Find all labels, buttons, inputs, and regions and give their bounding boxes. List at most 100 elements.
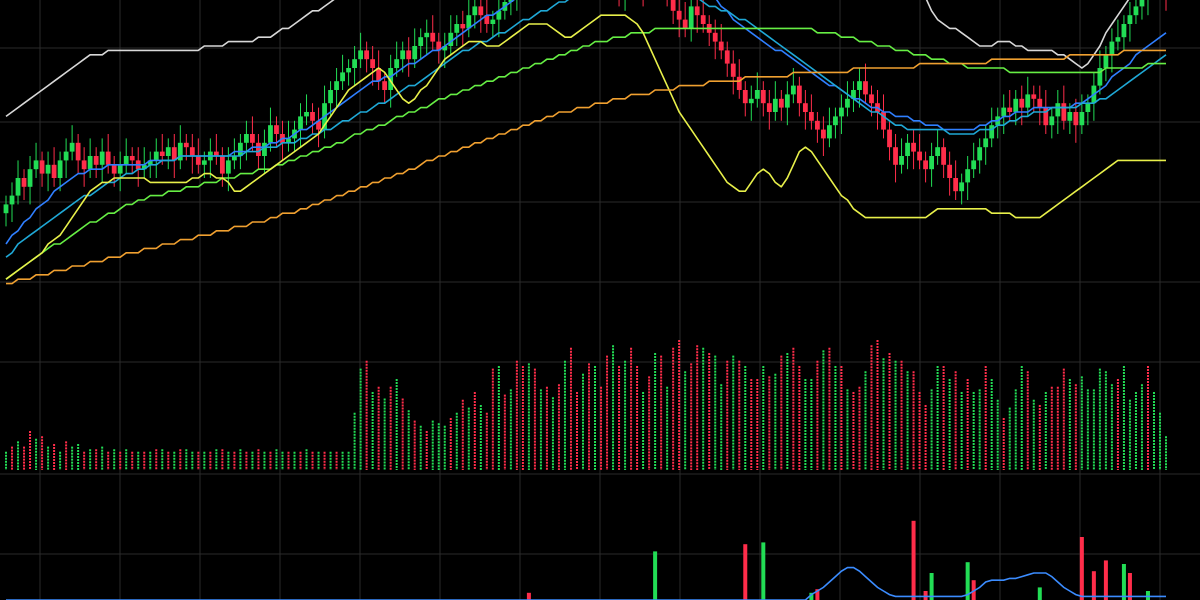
candle-body — [748, 98, 754, 104]
candle-body — [27, 169, 33, 187]
candle-body — [394, 59, 400, 68]
candle-body — [460, 24, 466, 29]
candle-body — [21, 178, 27, 187]
indicator-bar — [1037, 587, 1042, 600]
indicator-bar — [929, 573, 934, 600]
candle-body — [1115, 37, 1121, 42]
candle-body — [268, 125, 273, 143]
candle-body — [490, 19, 496, 24]
candle-body — [1067, 112, 1073, 121]
candle-body — [364, 50, 370, 60]
candle-body — [857, 81, 862, 90]
moving-average-line — [6, 49, 1166, 285]
candle-body — [51, 164, 57, 178]
candle-body — [9, 195, 15, 205]
candle-body — [231, 156, 237, 161]
candle-body — [147, 160, 153, 165]
candle-body — [213, 151, 219, 156]
candle-body — [887, 129, 892, 148]
candle-body — [983, 138, 989, 148]
candle-body — [1001, 107, 1007, 117]
candle-body — [63, 151, 69, 161]
candle-body — [195, 156, 201, 165]
candle-body — [382, 81, 388, 90]
indicator-line — [6, 566, 1166, 600]
candle-body — [201, 160, 207, 165]
candle-body — [412, 46, 418, 60]
candle-body — [316, 120, 321, 130]
candle-body — [286, 138, 291, 143]
candle-body — [123, 156, 129, 165]
candle-body — [430, 32, 436, 42]
candle-body — [1061, 103, 1067, 121]
indicator-bar — [1145, 591, 1150, 600]
candle-body — [111, 164, 117, 174]
indicator-bar — [923, 591, 928, 600]
candle-body — [105, 151, 111, 165]
candle-body — [244, 134, 249, 143]
candle-body — [171, 147, 177, 161]
candle-body — [694, 6, 700, 16]
candle-body — [670, 0, 676, 11]
candle-body — [730, 63, 736, 77]
candle-body — [45, 164, 51, 174]
candle-body — [1103, 54, 1109, 68]
candle-body — [1121, 24, 1127, 38]
candle-body — [370, 59, 376, 68]
candle-body — [1025, 94, 1031, 108]
candle-body — [189, 147, 195, 156]
indicator-bar — [965, 562, 970, 600]
candle-body — [238, 142, 243, 156]
candle-body — [33, 160, 39, 170]
candle-body — [1013, 98, 1019, 112]
candle-body — [177, 142, 183, 161]
candle-body — [929, 156, 934, 170]
indicator-bar — [761, 542, 766, 600]
candle-body — [346, 68, 351, 73]
candle-body — [917, 151, 922, 161]
candle-body — [496, 10, 502, 20]
candle-body — [81, 160, 87, 170]
candle-body — [1079, 112, 1085, 126]
candle-body — [274, 125, 279, 134]
candle-body — [328, 90, 333, 104]
candle-body — [141, 164, 147, 170]
candle-body — [676, 10, 682, 20]
candle-body — [1139, 0, 1145, 7]
moving-average-line — [5, 0, 1130, 118]
candle-body — [87, 156, 93, 170]
candle-body — [911, 142, 916, 152]
candle-body — [352, 59, 358, 68]
candle-body — [851, 90, 856, 99]
candle-body — [225, 160, 231, 174]
candle-body — [869, 94, 874, 104]
candle-body — [3, 204, 9, 214]
candle-body — [1133, 6, 1139, 16]
volume-panel — [5, 340, 1167, 470]
candlestick-panel — [3, 0, 1167, 227]
moving-average-lines — [5, 0, 1167, 285]
candle-body — [39, 160, 45, 174]
candle-body — [376, 68, 382, 82]
candle-body — [153, 151, 159, 161]
candle-body — [165, 147, 171, 156]
candle-body — [893, 147, 898, 165]
candle-body — [436, 41, 442, 51]
moving-average-line — [5, 0, 1167, 258]
candle-body — [1031, 94, 1037, 99]
candle-body — [742, 90, 748, 104]
candle-body — [989, 125, 995, 139]
candle-body — [15, 178, 21, 196]
candle-body — [1043, 107, 1049, 126]
candle-body — [1127, 15, 1133, 24]
candle-body — [766, 103, 772, 112]
candle-body — [484, 15, 490, 24]
candle-body — [1037, 98, 1043, 108]
indicator-bar — [1091, 571, 1096, 600]
candle-body — [1097, 68, 1103, 86]
candle-body — [1109, 41, 1115, 55]
candle-body — [718, 41, 724, 51]
candle-body — [971, 160, 977, 170]
candle-body — [790, 85, 796, 95]
